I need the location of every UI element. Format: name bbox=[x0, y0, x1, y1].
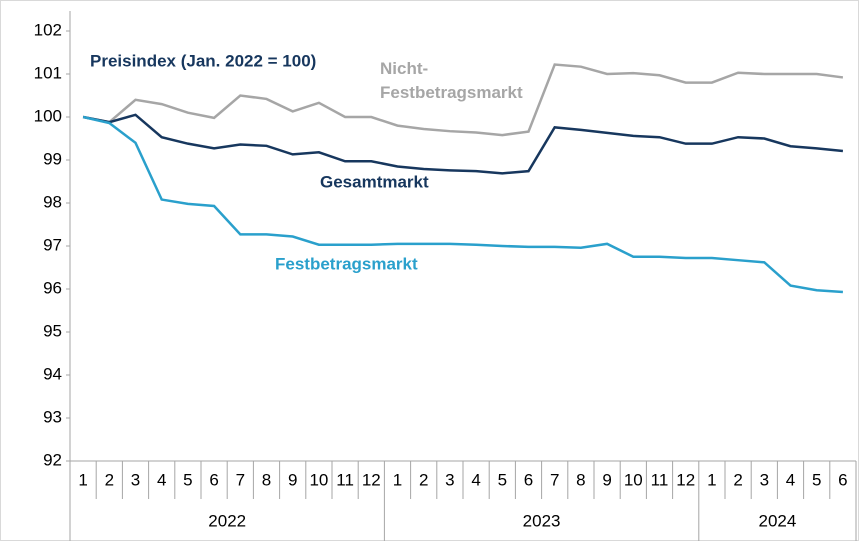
label-line: Nicht- bbox=[380, 59, 428, 78]
x-tick-label: 3 bbox=[131, 470, 140, 489]
series-label: Gesamtmarkt bbox=[320, 172, 429, 191]
x-tick-label: 6 bbox=[838, 470, 847, 489]
y-tick-label: 99 bbox=[43, 149, 62, 168]
y-tick-label: 101 bbox=[34, 63, 62, 82]
y-tick-label: 96 bbox=[43, 278, 62, 297]
x-tick-label: 4 bbox=[471, 470, 480, 489]
y-tick-label: 102 bbox=[34, 20, 62, 39]
x-tick-label: 7 bbox=[550, 470, 559, 489]
x-tick-label: 5 bbox=[183, 470, 192, 489]
x-group-label: 2024 bbox=[758, 511, 796, 530]
x-group-label: 2023 bbox=[523, 511, 561, 530]
x-tick-label: 6 bbox=[524, 470, 533, 489]
x-tick-label: 10 bbox=[624, 470, 643, 489]
x-tick-label: 11 bbox=[651, 470, 669, 489]
y-tick-label: 94 bbox=[43, 364, 62, 383]
chart-title: Preisindex (Jan. 2022 = 100) bbox=[90, 51, 316, 70]
x-tick-label: 12 bbox=[676, 470, 695, 489]
x-tick-label: 3 bbox=[760, 470, 769, 489]
y-tick-label: 97 bbox=[43, 235, 62, 254]
x-tick-label: 10 bbox=[309, 470, 328, 489]
x-tick-label: 9 bbox=[602, 470, 611, 489]
x-tick-label: 8 bbox=[576, 470, 585, 489]
series-line bbox=[82, 113, 844, 175]
x-tick-label: 5 bbox=[812, 470, 821, 489]
x-tick-label: 12 bbox=[362, 470, 381, 489]
x-tick-label: 8 bbox=[262, 470, 271, 489]
y-tick-label: 100 bbox=[34, 106, 62, 125]
y-tick-label: 93 bbox=[43, 407, 62, 426]
series-line bbox=[82, 63, 844, 137]
x-tick-label: 2 bbox=[105, 470, 114, 489]
x-tick-label: 2 bbox=[419, 470, 428, 489]
x-tick-label: 4 bbox=[157, 470, 166, 489]
x-tick-label: 3 bbox=[445, 470, 454, 489]
x-tick-label: 4 bbox=[786, 470, 795, 489]
series-label: Festbetragsmarkt bbox=[275, 254, 418, 273]
x-tick-label: 11 bbox=[336, 470, 354, 489]
x-group-label: 2022 bbox=[208, 511, 246, 530]
y-tick-label: 98 bbox=[43, 192, 62, 211]
series-line bbox=[82, 115, 843, 294]
label-line: Festbetragsmarkt bbox=[380, 83, 523, 102]
x-tick-label: 1 bbox=[78, 470, 87, 489]
x-tick-label: 9 bbox=[288, 470, 297, 489]
x-tick-label: 7 bbox=[236, 470, 245, 489]
x-tick-label: 5 bbox=[498, 470, 507, 489]
y-tick-label: 95 bbox=[43, 321, 62, 340]
x-tick-label: 1 bbox=[707, 470, 716, 489]
x-tick-label: 1 bbox=[393, 470, 402, 489]
series-label: Nicht- Festbetragsmarkt bbox=[380, 59, 523, 102]
x-tick-label: 6 bbox=[209, 470, 218, 489]
y-tick-label: 92 bbox=[43, 450, 62, 469]
x-tick-label: 2 bbox=[733, 470, 742, 489]
